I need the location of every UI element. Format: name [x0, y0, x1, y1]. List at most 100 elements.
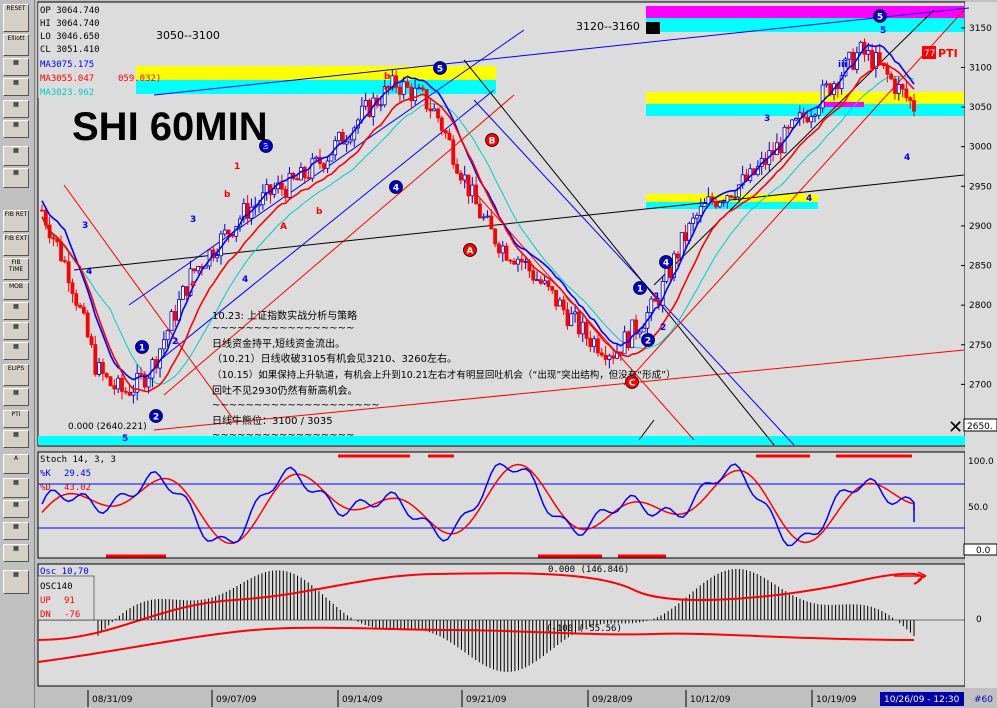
fan-button[interactable]: ▦ [3, 302, 29, 320]
pencil-button[interactable]: ▦ [3, 168, 29, 188]
wave-marker: 4 [389, 180, 403, 194]
candle-body [135, 372, 140, 393]
candle-body [188, 268, 193, 296]
candle-body [436, 108, 440, 119]
close-marker-icon[interactable]: ✕ [948, 417, 963, 438]
text-button[interactable]: A [3, 454, 29, 474]
price-tick-label: 3100 [969, 63, 992, 73]
magnet-button[interactable]: ▦ [3, 570, 29, 594]
stoch-tick-100: 100.0 [968, 457, 994, 467]
candle-body [512, 260, 517, 265]
svg-text:A: A [467, 247, 474, 257]
candle-body [538, 279, 543, 284]
wave-marker: 1 [135, 340, 149, 354]
svg-text:4: 4 [393, 184, 399, 194]
last-price-label: 2650. [967, 422, 993, 432]
price-tick-label: 2850 [969, 262, 992, 272]
candle-body [432, 108, 437, 112]
candle-body [900, 84, 905, 90]
candle-body [573, 311, 578, 315]
price-tick-label: 2750 [969, 341, 992, 351]
candle-body [843, 58, 848, 77]
osc-panel [37, 563, 966, 687]
candle-body [81, 306, 86, 314]
candle-body [348, 139, 353, 143]
candle-body [196, 266, 201, 272]
wave-marker: 2 [641, 333, 655, 347]
stoch-axis-ticks: 100.0 50.0 0.0 [963, 457, 997, 556]
stoch-k-value: 29.45 [64, 469, 91, 479]
grid-button[interactable]: ▦ [3, 342, 29, 360]
elips-button[interactable]: ELIPS [3, 364, 29, 386]
channel-button[interactable]: ▦ [3, 388, 29, 406]
date-label: 09/07/09 [216, 695, 257, 705]
wave-marker: 1 [633, 281, 647, 295]
candle-body [580, 321, 585, 335]
low-fib-label: 0.000 (2640.221) [68, 422, 147, 432]
tool-button-1[interactable]: ▦ [3, 58, 29, 76]
analysis-divider2: ~~~~~~~~~~~~~~~~~~~~ [212, 400, 380, 411]
candle-body [851, 51, 855, 70]
candle-body [314, 156, 319, 160]
candle-body [394, 75, 399, 88]
candle-body [497, 243, 501, 254]
candle-body [89, 336, 94, 346]
chart-area: OP 3064.740 HI 3064.740 LO 3046.650 CL 3… [37, 1, 997, 708]
zoom-button[interactable]: ▦ [3, 478, 29, 498]
candle-body [481, 216, 486, 219]
price-tick-label: 2900 [969, 222, 992, 232]
svg-text:1: 1 [637, 285, 643, 295]
mob-button[interactable]: MOB [3, 282, 29, 300]
wave-label: 5 [880, 26, 886, 36]
fib-ret-button[interactable]: FIB RET [3, 210, 29, 232]
wave-label: 4 [86, 267, 92, 277]
wave-label: c [384, 84, 389, 94]
arc-button[interactable]: ▦ [3, 322, 29, 340]
candle-body [649, 298, 654, 313]
wave-label: 3 [82, 221, 88, 231]
wave-label: 2 [660, 323, 666, 333]
svg-text:2: 2 [645, 337, 651, 347]
candle-body [458, 172, 463, 181]
candle-body [70, 282, 75, 295]
date-axis-tag: #60 [974, 695, 993, 705]
candle-body [62, 260, 67, 263]
candle-body [66, 261, 71, 284]
candle-body [302, 167, 307, 179]
elliott-button[interactable]: Elliott [3, 34, 29, 56]
tool-button-4[interactable]: ▦ [3, 120, 29, 138]
candle-body [786, 126, 791, 129]
fib-ext-button[interactable]: FIB EXT [3, 234, 29, 256]
candle-body [847, 51, 852, 60]
candle-body [698, 206, 703, 216]
last-price-box [963, 418, 997, 432]
tool-button-2[interactable]: ▦ [3, 78, 29, 96]
candle-body [398, 86, 402, 95]
reset-button[interactable]: RESET [3, 4, 29, 32]
list-button[interactable]: ▦ [3, 544, 29, 562]
candle-body [466, 174, 471, 197]
eraser-button[interactable]: ▦ [3, 500, 29, 518]
candle-body [413, 87, 418, 102]
candle-body [874, 52, 878, 69]
candle-body [161, 339, 166, 350]
attach-button[interactable]: ▦ [3, 522, 29, 540]
candle-body [470, 184, 475, 197]
candle-body [451, 139, 456, 165]
candle-body [717, 201, 722, 208]
fib-time-button[interactable]: FIB TIME [3, 258, 29, 280]
candle-body [584, 321, 589, 339]
candle-body [139, 372, 143, 375]
crosshair-button[interactable]: ▦ [3, 146, 29, 166]
pti-button[interactable]: PTI [3, 410, 29, 428]
date-label: 09/21/09 [466, 695, 507, 705]
candle-body [485, 215, 490, 218]
wave-label: 1 [654, 292, 660, 302]
wave-marker: 5 [873, 9, 887, 23]
candle-body [672, 253, 677, 278]
candle-body [596, 338, 600, 354]
table-button[interactable]: ▦ [3, 430, 29, 448]
tool-button-3[interactable]: ▦ [3, 100, 29, 118]
date-label: 08/31/09 [92, 695, 133, 705]
candle-body [535, 279, 539, 282]
